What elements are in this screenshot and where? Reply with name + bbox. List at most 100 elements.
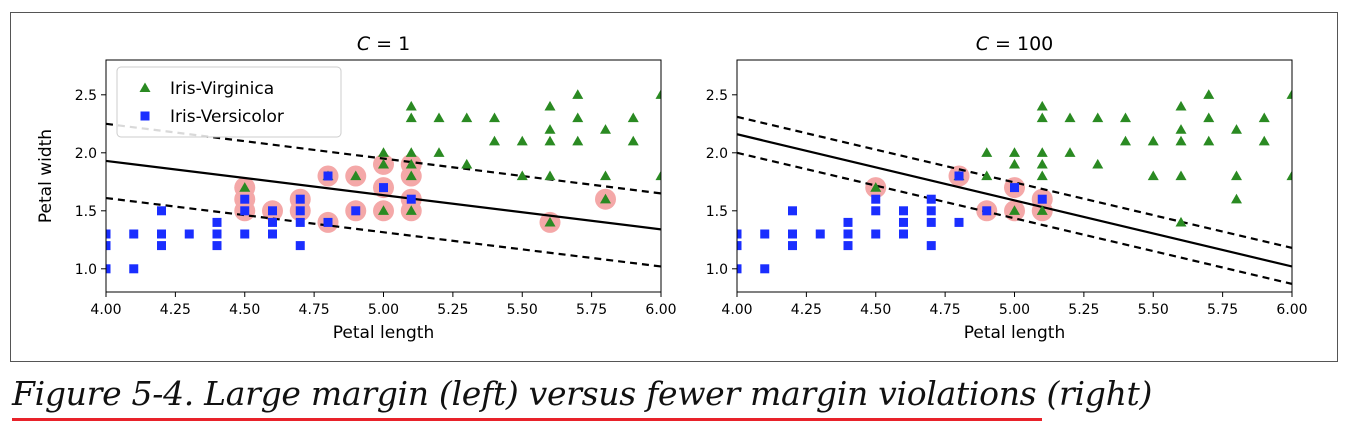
versicolor-point xyxy=(295,217,305,227)
virginica-point xyxy=(627,135,639,146)
x-tick-label: 6.00 xyxy=(1276,302,1307,318)
virginica-point xyxy=(1231,170,1242,181)
y-tick-label: 1.0 xyxy=(75,262,97,278)
versicolor-point xyxy=(106,264,111,274)
virginica-point xyxy=(544,100,556,111)
versicolor-point xyxy=(268,229,277,239)
x-tick-label: 6.00 xyxy=(645,302,676,318)
legend-marker-versicolor xyxy=(140,111,150,121)
versicolor-point xyxy=(737,229,742,239)
versicolor-point xyxy=(926,206,936,216)
x-tick-label: 4.25 xyxy=(160,302,191,318)
versicolor-point xyxy=(212,241,222,251)
virginica-point xyxy=(1203,89,1215,99)
virginica-point xyxy=(1036,100,1048,111)
virginica-point xyxy=(516,170,528,181)
x-tick-label: 5.50 xyxy=(1138,302,1169,318)
versicolor-point xyxy=(323,171,333,181)
margin-upper-line xyxy=(106,122,661,195)
legend-label: Iris-Versicolor xyxy=(170,107,284,127)
virginica-point xyxy=(870,182,882,192)
virginica-point xyxy=(405,205,417,215)
virginica-point xyxy=(350,170,362,181)
versicolor-point xyxy=(760,229,770,239)
caption-underline xyxy=(12,418,1042,421)
virginica-point xyxy=(378,205,389,215)
virginica-point xyxy=(544,135,556,146)
versicolor-point xyxy=(1037,194,1047,204)
y-axis-label: Petal width xyxy=(36,129,56,223)
legend-box xyxy=(116,66,342,138)
virginica-point xyxy=(1036,158,1048,169)
versicolor-point xyxy=(843,217,853,227)
virginica-point xyxy=(1286,89,1292,99)
virginica-point xyxy=(405,158,417,169)
legend: Iris-Virginica Iris-Versicolor xyxy=(116,66,342,138)
virginica-point xyxy=(1092,158,1104,169)
virginica-point xyxy=(1203,135,1215,146)
x-tick-label: 5.00 xyxy=(368,302,399,318)
versicolor-point xyxy=(106,229,111,239)
x-tick-label: 5.50 xyxy=(507,302,538,318)
versicolor-point xyxy=(1010,183,1019,193)
x-tick-label: 5.25 xyxy=(1068,302,1099,318)
virginica-point xyxy=(433,147,445,157)
x-axis-label: Petal length xyxy=(964,323,1066,343)
versicolor-point xyxy=(871,194,881,204)
versicolor-point xyxy=(843,241,853,251)
versicolor-point xyxy=(323,217,333,227)
virginica-point xyxy=(1175,170,1187,181)
virginica-point xyxy=(405,112,417,123)
chart-title: C = 100 xyxy=(976,33,1054,55)
plot-area xyxy=(106,89,661,274)
versicolor-point xyxy=(926,241,936,251)
x-tick-label: 4.00 xyxy=(721,302,752,318)
virginica-point xyxy=(1175,124,1187,134)
versicolor-point xyxy=(871,206,881,216)
virginica-point xyxy=(1036,112,1048,123)
virginica-point xyxy=(1147,135,1159,146)
virginica-point xyxy=(655,170,661,181)
versicolor-point xyxy=(926,217,936,227)
virginica-point xyxy=(405,170,417,181)
versicolor-point xyxy=(954,217,964,227)
y-tick-label: 2.5 xyxy=(706,88,728,104)
versicolor-point xyxy=(351,206,361,216)
versicolor-point xyxy=(106,241,111,251)
virginica-point xyxy=(1092,112,1104,123)
y-tick-label: 1.5 xyxy=(706,204,728,220)
virginica-point xyxy=(1175,216,1187,227)
versicolor-point xyxy=(379,183,388,193)
decision-boundary-line xyxy=(106,159,661,231)
x-axis-label: Petal length xyxy=(333,323,435,343)
chart-panel-1: 4.00 4.25 4.50 4.75 5.00 5.25 5.50 5.75 6.00 1.0 1… xyxy=(36,33,677,343)
y-tick-label: 1.0 xyxy=(706,262,728,278)
virginica-point xyxy=(1036,205,1048,215)
virginica-point xyxy=(1231,124,1242,134)
versicolor-point xyxy=(240,229,250,239)
decision-boundary-line xyxy=(737,133,1292,268)
virginica-point xyxy=(1064,147,1076,157)
virginica-point xyxy=(1120,135,1131,146)
versicolor-point xyxy=(760,264,770,274)
virginica-point xyxy=(461,112,473,123)
versicolor-point xyxy=(737,241,742,251)
x-tick-label: 5.75 xyxy=(576,302,607,318)
virginica-point xyxy=(405,147,417,157)
virginica-point xyxy=(1175,100,1187,111)
versicolor-point xyxy=(240,194,250,204)
versicolor-point xyxy=(788,206,797,216)
legend-marker-virginica xyxy=(139,82,151,92)
versicolor-point xyxy=(982,206,992,216)
virginica-point xyxy=(1175,135,1187,146)
versicolor-point xyxy=(157,241,166,251)
virginica-point xyxy=(461,158,473,169)
versicolor-point xyxy=(788,241,797,251)
virginica-point xyxy=(1258,135,1270,146)
figure-plots: 4.00 4.25 4.50 4.75 5.00 5.25 5.50 5.75 6.00 1.0 1… xyxy=(36,33,1308,343)
versicolor-point xyxy=(899,229,908,239)
x-tick-label: 5.00 xyxy=(999,302,1030,318)
chart-panel-2: 4.00 4.25 4.50 4.75 5.00 5.25 5.50 5.75 6.00 1.0 1… xyxy=(706,33,1308,343)
virginica-point xyxy=(378,147,389,157)
versicolor-point xyxy=(212,229,222,239)
